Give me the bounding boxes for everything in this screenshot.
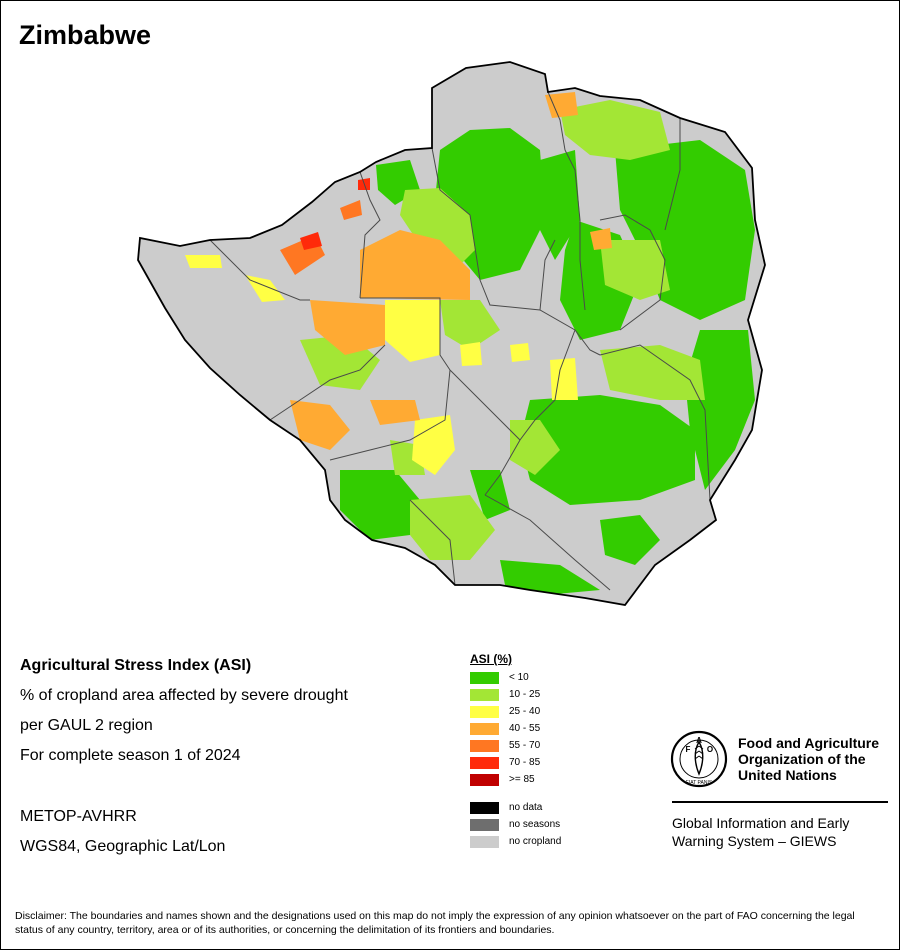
legend-label: 70 - 85 bbox=[509, 757, 541, 768]
legend-label: 10 - 25 bbox=[509, 689, 541, 700]
disclaimer: Disclaimer: The boundaries and names sho… bbox=[15, 910, 855, 936]
info-line-3: For complete season 1 of 2024 bbox=[20, 747, 241, 764]
sensor-label: METOP-AVHRR bbox=[20, 808, 137, 825]
organization-name: Food and Agriculture Organization of the… bbox=[738, 735, 880, 783]
emblem-letter: F bbox=[686, 745, 691, 754]
legend-swatch bbox=[470, 757, 499, 769]
legend-title: ASI (%) bbox=[470, 652, 512, 666]
emblem-motto: FIAT PANIS bbox=[686, 780, 713, 786]
national-border bbox=[137, 61, 766, 606]
legend-swatch bbox=[470, 672, 499, 684]
giews-label: Global Information and Early Warning Sys… bbox=[672, 815, 850, 849]
legend-label: no seasons bbox=[509, 819, 561, 830]
fao-emblem-icon: F A O FIAT PANIS bbox=[670, 730, 728, 788]
legend-swatch bbox=[470, 706, 499, 718]
legend-label: 25 - 40 bbox=[509, 706, 541, 717]
info-line-2: per GAUL 2 region bbox=[20, 717, 153, 734]
legend-swatch bbox=[470, 836, 499, 848]
legend-swatch bbox=[470, 819, 499, 831]
legend-label: 55 - 70 bbox=[509, 740, 541, 751]
asi-class-40-55 bbox=[290, 92, 612, 450]
legend-label: no data bbox=[509, 802, 543, 813]
emblem-letter: A bbox=[696, 736, 702, 745]
legend-label: < 10 bbox=[509, 672, 529, 683]
district-boundaries bbox=[209, 91, 711, 591]
asi-class-25-40 bbox=[185, 255, 578, 475]
legend-label: no cropland bbox=[509, 836, 562, 847]
projection-label: WGS84, Geographic Lat/Lon bbox=[20, 838, 226, 855]
legend-swatch bbox=[470, 802, 499, 814]
legend-swatch bbox=[470, 723, 499, 735]
map-title: Zimbabwe bbox=[19, 20, 152, 50]
legend-swatch bbox=[470, 689, 499, 701]
legend-swatch bbox=[470, 774, 499, 786]
info-line-1: % of cropland area affected by severe dr… bbox=[20, 687, 348, 704]
legend-label: 40 - 55 bbox=[509, 723, 541, 734]
emblem-letter: O bbox=[707, 745, 713, 754]
index-name: Agricultural Stress Index (ASI) bbox=[20, 657, 252, 674]
zimbabwe-asi-map bbox=[137, 61, 766, 606]
asi-class-10-25 bbox=[300, 100, 705, 560]
legend-swatch bbox=[470, 740, 499, 752]
legend-label: >= 85 bbox=[509, 774, 535, 785]
divider bbox=[672, 801, 888, 803]
